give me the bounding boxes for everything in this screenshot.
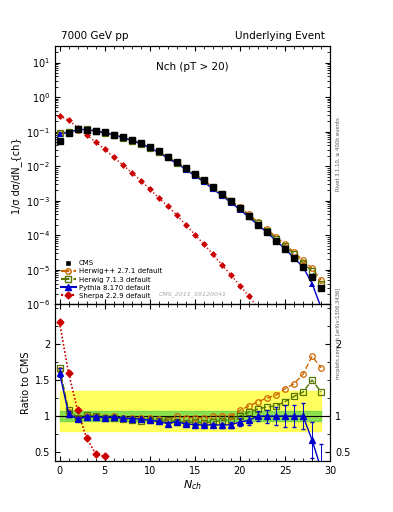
Text: Rivet 3.1.10, ≥ 400k events: Rivet 3.1.10, ≥ 400k events: [336, 117, 341, 190]
Text: Underlying Event: Underlying Event: [235, 31, 325, 41]
Legend: CMS, Herwig++ 2.7.1 default, Herwig 7.1.3 default, Pythia 8.170 default, Sherpa : CMS, Herwig++ 2.7.1 default, Herwig 7.1.…: [59, 259, 164, 301]
Text: Nch (pT > 20): Nch (pT > 20): [156, 61, 229, 72]
Y-axis label: 1/σ dσ/dN_{ch}: 1/σ dσ/dN_{ch}: [11, 137, 22, 214]
Text: mcplots.cern.ch [arXiv:1306.3436]: mcplots.cern.ch [arXiv:1306.3436]: [336, 287, 341, 378]
X-axis label: $N_{ch}$: $N_{ch}$: [183, 478, 202, 492]
Text: CMS_2011_S9120041: CMS_2011_S9120041: [158, 291, 227, 296]
Y-axis label: Ratio to CMS: Ratio to CMS: [20, 351, 31, 414]
Text: 7000 GeV pp: 7000 GeV pp: [61, 31, 128, 41]
